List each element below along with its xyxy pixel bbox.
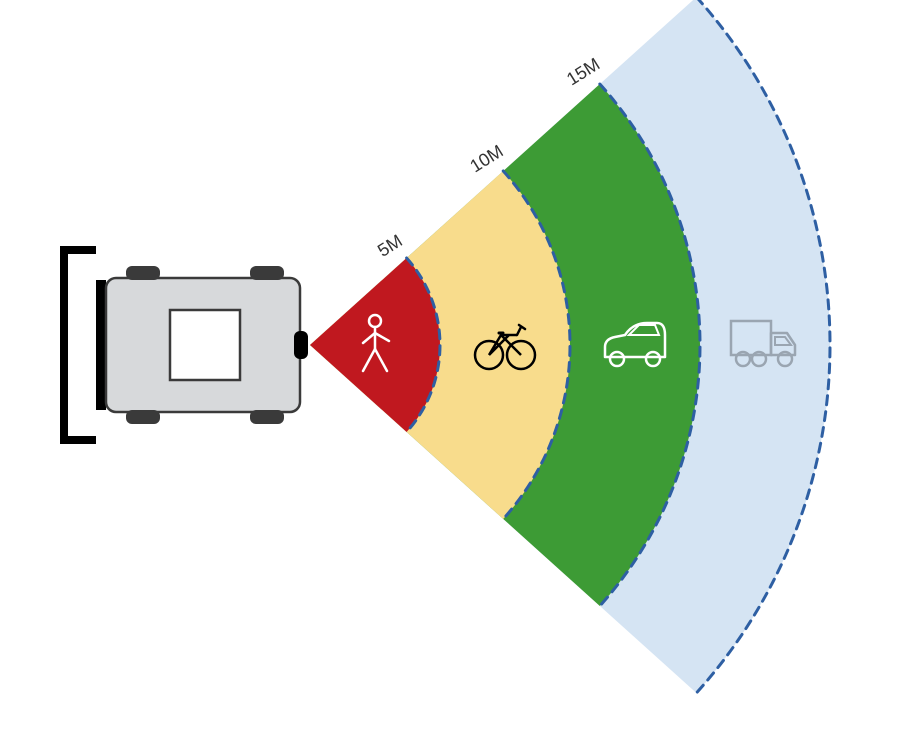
rear-sensor [294, 331, 308, 359]
distance-label-15m: 15M [563, 54, 603, 90]
distance-label-10m: 10M [466, 141, 506, 177]
forklift-top-view [60, 246, 316, 444]
distance-label-5m: 5M [374, 231, 406, 261]
sensor-range-diagram: 5M10M15M20M [0, 0, 897, 756]
